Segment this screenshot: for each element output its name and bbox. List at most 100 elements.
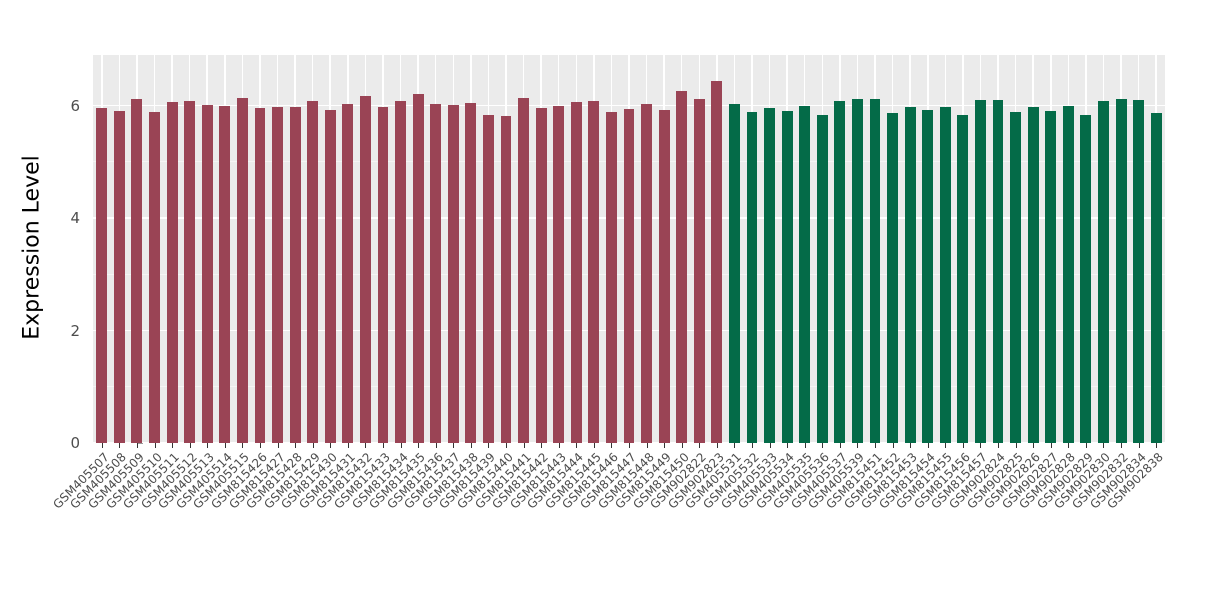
x-tick-mark — [453, 443, 455, 448]
x-tick-mark — [347, 443, 349, 448]
bar — [1098, 101, 1109, 443]
bar — [728, 103, 740, 443]
x-tick-mark — [1033, 443, 1035, 448]
bar — [289, 107, 301, 443]
x-tick-mark — [699, 443, 701, 448]
bar — [816, 114, 828, 443]
bar — [764, 108, 776, 443]
bar — [904, 107, 916, 443]
x-tick-mark — [875, 443, 877, 448]
x-tick-mark — [259, 443, 261, 448]
x-tick-mark — [681, 443, 683, 448]
bar — [658, 109, 670, 443]
x-tick-mark — [1103, 443, 1105, 448]
bar — [412, 94, 424, 443]
x-tick-mark — [505, 443, 507, 448]
x-tick-mark — [716, 443, 718, 448]
bar — [482, 115, 494, 443]
bar — [834, 100, 846, 443]
x-tick-mark — [1050, 443, 1052, 448]
x-tick-mark — [365, 443, 367, 448]
bar — [676, 91, 688, 443]
bar-series — [93, 55, 1165, 443]
x-tick-mark — [910, 443, 912, 448]
bar — [957, 114, 969, 443]
bar — [307, 101, 319, 443]
bar — [254, 108, 266, 443]
x-tick-mark — [330, 443, 332, 448]
x-tick-mark — [646, 443, 648, 448]
bar — [395, 100, 406, 443]
bar — [922, 109, 934, 443]
bar — [219, 105, 231, 443]
x-tick-mark — [312, 443, 314, 448]
bar — [1027, 107, 1039, 443]
x-tick-mark — [277, 443, 279, 448]
bar — [430, 104, 442, 443]
x-tick-mark — [541, 443, 543, 448]
x-tick-mark — [242, 443, 244, 448]
bar — [1062, 105, 1074, 443]
x-tick-mark — [752, 443, 754, 448]
y-tick-mark — [138, 442, 143, 444]
x-tick-mark — [488, 443, 490, 448]
x-tick-mark — [101, 443, 103, 448]
bar — [746, 112, 758, 443]
bar — [975, 100, 986, 443]
bar — [131, 99, 143, 443]
x-tick-mark — [927, 443, 929, 448]
x-tick-mark — [470, 443, 472, 448]
bar — [605, 112, 617, 443]
bar — [465, 102, 477, 443]
x-tick-mark — [892, 443, 894, 448]
x-tick-mark — [418, 443, 420, 448]
bar — [518, 97, 529, 443]
bar — [588, 101, 600, 443]
x-tick-mark — [435, 443, 437, 448]
y-axis-title: Expression Level — [19, 155, 45, 340]
bar — [1133, 100, 1145, 443]
x-axis-labels: GSM405507 GSM405508 GSM405509 GSM405510 GSM4… — [50, 450, 1166, 570]
bar — [992, 100, 1004, 443]
bar — [272, 106, 283, 443]
bar — [711, 80, 723, 443]
x-tick-mark — [734, 443, 736, 448]
x-tick-mark — [998, 443, 1000, 448]
x-tick-mark — [1156, 443, 1158, 448]
x-tick-mark — [400, 443, 402, 448]
x-tick-mark — [629, 443, 630, 448]
y-tick-label: 4 — [70, 209, 80, 228]
x-tick-mark — [839, 443, 841, 448]
bar — [939, 106, 951, 443]
bar — [113, 110, 125, 443]
bar — [781, 110, 793, 443]
x-tick-mark — [576, 443, 578, 448]
bar — [377, 106, 389, 443]
x-tick-mark — [962, 443, 964, 448]
bar — [500, 116, 512, 443]
x-tick-mark — [119, 443, 121, 448]
plot-panel — [93, 55, 1165, 443]
bar-chart: Expression Level 0 2 4 6 GSM405507 GSM405508… — [19, 55, 1166, 570]
bar — [1080, 115, 1092, 443]
bar — [324, 110, 336, 443]
x-tick-mark — [523, 443, 525, 448]
x-tick-mark — [382, 443, 384, 448]
bar — [852, 99, 863, 443]
bar — [1010, 112, 1022, 443]
x-tick-mark — [945, 443, 947, 448]
bar — [553, 105, 565, 443]
bar — [887, 112, 899, 443]
x-tick-mark — [804, 443, 806, 448]
bar — [447, 105, 459, 443]
bar — [641, 104, 653, 443]
y-tick-label: 0 — [70, 434, 80, 452]
x-tick-mark — [1121, 443, 1123, 448]
x-tick-mark — [769, 443, 771, 448]
x-tick-mark — [787, 443, 789, 448]
bar — [201, 105, 213, 443]
bar — [799, 105, 811, 443]
x-tick-mark — [611, 443, 613, 448]
bar — [693, 98, 705, 443]
bar — [623, 108, 635, 443]
